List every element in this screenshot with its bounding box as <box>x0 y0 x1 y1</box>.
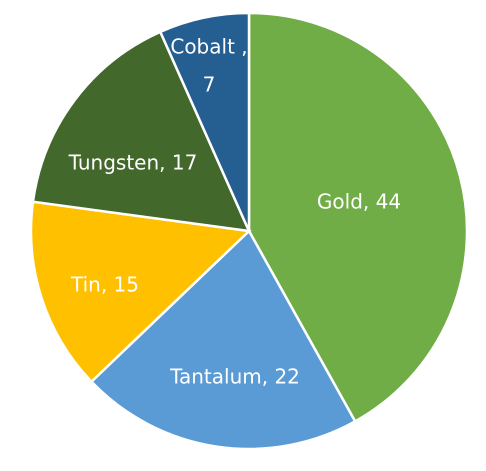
pie-label-tungsten: Tungsten, 17 <box>68 151 198 175</box>
pie-label-cobalt: Cobalt , <box>170 35 247 59</box>
pie-label-cobalt-value: 7 <box>203 73 216 97</box>
pie-slice-tungsten <box>31 30 252 233</box>
pie-slices <box>29 11 469 451</box>
pie-slice-cobalt <box>158 11 251 232</box>
pie-label-tin: Tin, 15 <box>70 273 139 297</box>
pie-slice-tin <box>29 200 252 384</box>
pie-slice-tantalum <box>89 228 357 451</box>
pie-slice-gold <box>247 11 469 424</box>
pie-label-tantalum: Tantalum, 22 <box>169 365 300 389</box>
pie-label-gold: Gold, 44 <box>317 190 401 214</box>
pie-labels: Gold, 44 Tantalum, 22 Tin, 15 Tungsten, 17 C… <box>68 35 401 389</box>
